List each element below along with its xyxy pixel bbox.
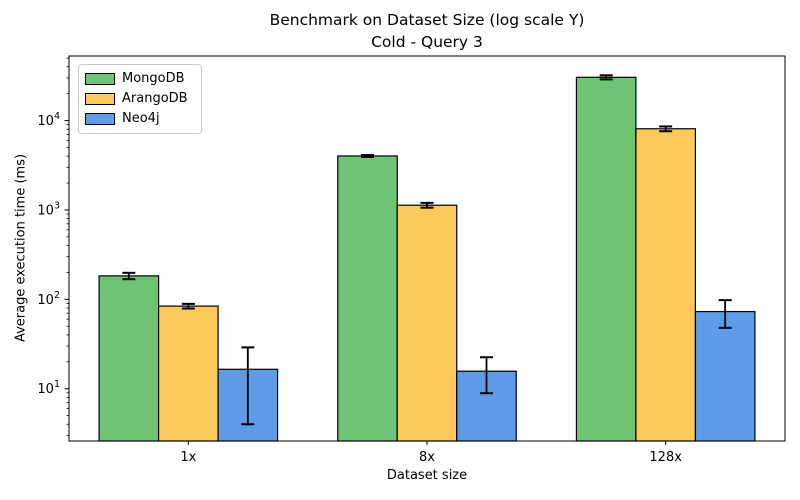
y-tick-label: 103: [37, 200, 60, 218]
bar-arangodb-1x: [157, 305, 219, 442]
bar-neo4j-128x: [694, 310, 756, 442]
axes-frame: [68, 55, 786, 442]
legend: MongoDB ArangoDB Neo4j: [78, 64, 202, 134]
x-axis-label: Dataset size: [386, 468, 468, 483]
chart-title-line1: Benchmark on Dataset Size (log scale Y): [269, 11, 585, 29]
x-tick-label-8x: 8x: [419, 450, 435, 465]
bar-mongodb-1x: [98, 275, 160, 442]
bar-arangodb-128x: [635, 128, 697, 442]
bar-arangodb-8x: [396, 204, 458, 442]
x-tick-label-1x: 1x: [180, 450, 196, 465]
y-axis-label: Average execution time (ms): [13, 153, 29, 343]
bar-mongodb-128x: [575, 76, 637, 442]
legend-item-mongodb: MongoDB: [85, 71, 188, 87]
legend-swatch-mongodb: [85, 73, 115, 85]
y-tick-label: 102: [37, 290, 60, 308]
x-tick-label-128x: 128x: [649, 450, 682, 465]
chart-title-line2: Cold - Query 3: [371, 33, 483, 51]
legend-label-neo4j: Neo4j: [122, 111, 160, 126]
legend-item-arangodb: ArangoDB: [85, 91, 188, 107]
legend-label-mongodb: MongoDB: [122, 71, 185, 86]
legend-swatch-arangodb: [85, 93, 115, 105]
chart-title: Benchmark on Dataset Size (log scale Y) …: [270, 9, 585, 53]
legend-item-neo4j: Neo4j: [85, 111, 188, 127]
y-tick-label: 104: [37, 111, 60, 129]
y-tick-label: 101: [37, 379, 60, 397]
bar-mongodb-8x: [337, 155, 398, 442]
legend-label-arangodb: ArangoDB: [122, 91, 188, 106]
legend-swatch-neo4j: [85, 113, 115, 125]
